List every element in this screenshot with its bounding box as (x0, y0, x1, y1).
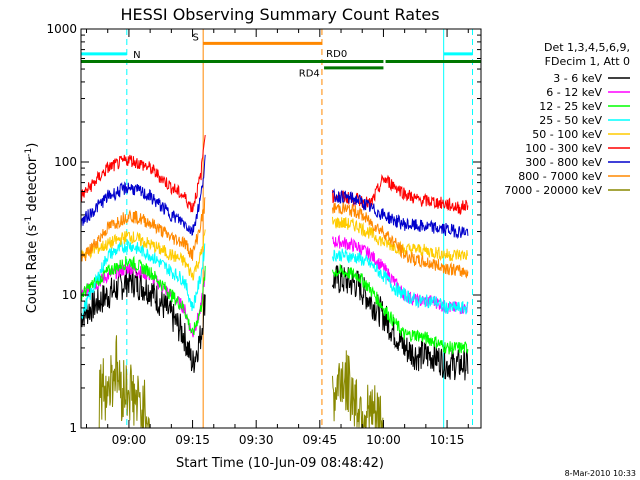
y-tick-label: 1 (69, 421, 77, 435)
legend-label-3: 12 - 25 keV (539, 100, 602, 113)
legend: Det 1,3,4,5,6,9, FDecim 1, Att 0 3 - 6 k… (504, 41, 630, 197)
series-line-9-seg1 (98, 335, 151, 429)
y-tick-label: 100 (54, 155, 77, 169)
x-tick-label: 09:45 (303, 433, 338, 447)
series-line-5-seg2 (332, 216, 469, 262)
series-line-1-seg1 (80, 264, 206, 373)
chart-title: HESSI Observing Summary Count Rates (120, 5, 439, 24)
annotation-rd4: RD4 (299, 69, 320, 80)
series-line-6-seg1 (80, 134, 206, 213)
series-line-9-seg2 (332, 350, 384, 429)
series-line-3-seg1 (80, 255, 206, 336)
x-axis-label: Start Time (10-Jun-09 08:48:42) (176, 456, 384, 471)
plot-frame (80, 28, 482, 429)
legend-label-2: 6 - 12 keV (546, 86, 602, 99)
legend-label-6: 100 - 300 keV (525, 142, 602, 155)
series-line-3-seg2 (332, 263, 469, 355)
legend-header-2: FDecim 1, Att 0 (545, 55, 630, 68)
y-tick-label: 10 (62, 288, 77, 302)
series-line-4-seg2 (332, 248, 469, 315)
series-line-8-seg1 (80, 197, 206, 262)
legend-label-5: 50 - 100 keV (532, 128, 602, 141)
y-tick-label: 1000 (46, 22, 77, 36)
x-tick-label: 10:00 (366, 433, 401, 447)
x-tick-label: 09:30 (239, 433, 274, 447)
series-line-5-seg1 (80, 229, 206, 281)
y-axis-label: Count Rate (s-1 detector-1) (24, 143, 40, 314)
series-line-6-seg2 (332, 173, 469, 216)
x-tick-label: 09:15 (175, 433, 210, 447)
annotation-n: N (133, 50, 140, 61)
axes: 1 10 100 1000 09:00 09:15 09:30 09:45 10:00 10:15 (46, 22, 481, 447)
annotation-s: S (193, 32, 199, 43)
x-tick-label: 10:15 (430, 433, 465, 447)
series-line-7-seg2 (332, 188, 469, 240)
legend-label-1: 3 - 6 keV (553, 72, 602, 85)
legend-label-8: 800 - 7000 keV (518, 170, 602, 183)
legend-label-9: 7000 - 20000 keV (504, 184, 602, 197)
chart-marks: N S RD0 RD4 (80, 29, 481, 429)
legend-label-4: 25 - 50 keV (539, 114, 602, 127)
legend-header-1: Det 1,3,4,5,6,9, (544, 41, 630, 54)
legend-label-7: 300 - 800 keV (525, 156, 602, 169)
x-tick-label: 09:00 (112, 433, 147, 447)
series-line-2-seg1 (80, 263, 206, 338)
series-line-1-seg2 (332, 265, 469, 381)
series-line-7-seg1 (80, 154, 206, 236)
footer-date: 8-Mar-2010 10:33 (565, 469, 636, 478)
annotation-rd0: RD0 (326, 49, 347, 60)
series-line-8-seg2 (332, 202, 469, 279)
